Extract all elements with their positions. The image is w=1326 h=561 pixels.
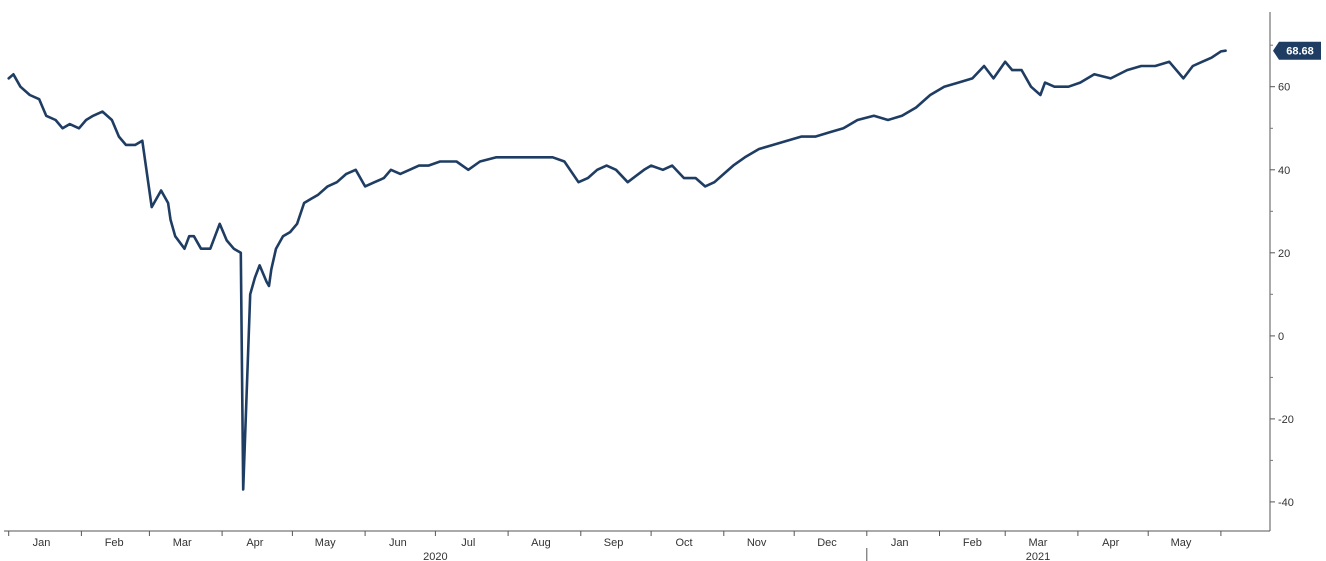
y-tick-label: 20	[1278, 248, 1290, 260]
x-month-ticks	[8, 531, 1222, 536]
x-tick-label: Jun	[389, 537, 407, 549]
y-tick-label: 60	[1278, 82, 1290, 94]
y-tick-label: 0	[1278, 331, 1284, 343]
x-tick-label: Dec	[817, 537, 837, 549]
x-tick-label: Apr	[1102, 537, 1119, 549]
x-tick-label: May	[315, 537, 336, 549]
axes	[4, 12, 1271, 532]
y-tick-label: -20	[1278, 414, 1294, 426]
y-tick-label: 40	[1278, 165, 1290, 177]
x-month-labels: Jan Feb Mar Apr May Jun Jul Aug Sep Oct Nov Dec Jan F…	[33, 537, 1192, 549]
last-value-label: 68.68	[1286, 46, 1314, 58]
y-tick-label: -40	[1278, 497, 1294, 509]
y-ticks	[1270, 44, 1275, 503]
x-year-labels: 2020 2021	[423, 548, 1050, 561]
x-tick-label: Jan	[891, 537, 909, 549]
x-tick-label: Feb	[963, 537, 982, 549]
x-tick-label: Jul	[461, 537, 475, 549]
series-points	[8, 50, 1227, 491]
x-tick-label: Apr	[246, 537, 263, 549]
last-value-badge: 68.68	[1273, 41, 1321, 60]
x-tick-label: Nov	[747, 537, 767, 549]
x-tick-label: Oct	[675, 537, 692, 549]
last-value-badge-shape	[1273, 41, 1321, 60]
y-labels: 60 40 20 0 -20 -40	[1278, 82, 1294, 509]
x-tick-label: Sep	[604, 537, 624, 549]
x-tick-label: Mar	[1029, 537, 1048, 549]
x-tick-label: Mar	[173, 537, 192, 549]
series-line	[7, 49, 1227, 491]
x-year-label: 2020	[423, 551, 447, 561]
x-tick-label: Jan	[33, 537, 51, 549]
x-tick-label: May	[1171, 537, 1192, 549]
x-tick-label: Aug	[531, 537, 551, 549]
x-year-label: 2021	[1026, 551, 1050, 561]
x-tick-label: Feb	[105, 537, 124, 549]
